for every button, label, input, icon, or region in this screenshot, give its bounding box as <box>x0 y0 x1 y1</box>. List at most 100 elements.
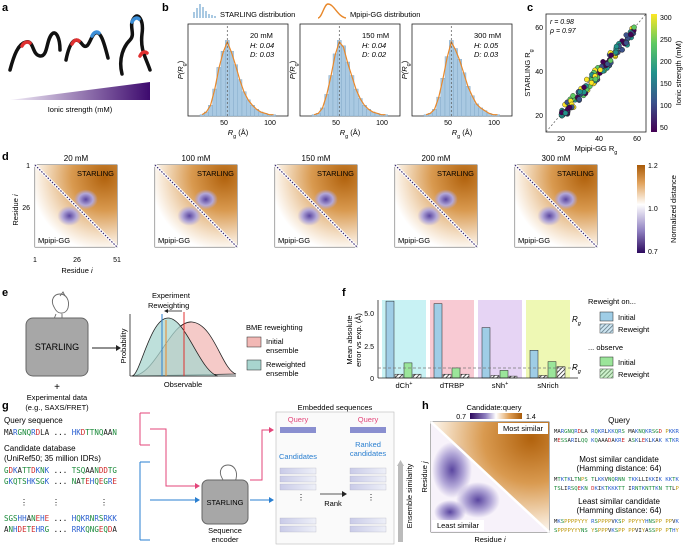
residue: N <box>581 528 584 534</box>
seq-gap: ... <box>49 466 72 475</box>
map-cool-region-2 <box>297 205 322 226</box>
residue: K <box>665 438 669 444</box>
residue: R <box>94 514 99 523</box>
hist-ylabel-sub: g <box>294 63 300 66</box>
residue: K <box>581 486 585 492</box>
map-title: 100 mM <box>182 154 211 163</box>
map-diagonal-dots <box>394 164 478 248</box>
residue: G <box>9 514 14 523</box>
h-map-diagonal <box>430 421 550 533</box>
candidate-embedding <box>279 483 317 491</box>
residue: P <box>601 528 605 534</box>
residue: A <box>90 466 95 475</box>
cand-dots: ⋮ <box>297 493 305 502</box>
residue: G <box>45 525 50 534</box>
residue: K <box>665 477 669 483</box>
d-cbar-1.0: 1.0 <box>648 206 658 213</box>
residue: K <box>601 477 605 483</box>
hist-xlabel: Rg (Å) <box>340 128 361 140</box>
residue: T <box>27 466 32 475</box>
residue: A <box>27 514 32 523</box>
map-mpipi-label: Mpipi-GG <box>158 236 190 245</box>
ionic-colorbar-title: Ionic strength (mM) <box>674 40 683 105</box>
map-diagonal-dots <box>274 164 358 248</box>
residue: E <box>45 514 50 523</box>
residue: I <box>574 438 577 444</box>
f-ytick-2.5: 2.5 <box>364 344 374 351</box>
hist-xlabel-r: R <box>228 128 234 137</box>
distance-colorbar-title: Normalized distance <box>669 175 678 243</box>
seq-gap: ... <box>49 428 72 437</box>
residue: Y <box>578 519 582 525</box>
hist-bar <box>220 51 226 117</box>
residue: R <box>108 477 113 486</box>
residue: K <box>652 438 656 444</box>
seq-segment: GDKATTDKNK <box>4 466 50 475</box>
residue: K <box>45 466 50 475</box>
c-ytick-40: 40 <box>535 69 543 76</box>
residue: P <box>564 528 568 534</box>
f-category-label: dCh+ <box>396 381 413 390</box>
sequence-row: SGSHHANEHE ... HQKRNRSRKK <box>4 514 117 523</box>
d-cbar-1.2: 1.2 <box>648 163 658 170</box>
f-legend-rg2: Rg <box>572 363 582 375</box>
c-xtick-60: 60 <box>633 136 641 143</box>
residue: P <box>665 519 669 525</box>
residue: P <box>581 477 585 483</box>
residue: D <box>591 486 595 492</box>
seq-segment-text: NATEHQEGRE <box>72 477 118 486</box>
distance-maps: 20 mM STARLING Mpipi-GG 100 mM STARLING Mpipi… <box>33 154 599 249</box>
residue: R <box>31 428 36 437</box>
f-bar <box>451 367 461 379</box>
bme-title: BME reweighting <box>246 323 303 332</box>
residue: K <box>642 486 646 492</box>
residue: K <box>672 438 676 444</box>
residue: A <box>18 466 23 475</box>
residue: K <box>672 429 676 435</box>
residue: Y <box>676 528 680 534</box>
h-sequences: MARGNQRDLA RQKRLKKQRS MAKNQKRSGD PKKRMES… <box>554 429 680 534</box>
residue: R <box>618 429 622 435</box>
residue: E <box>112 477 117 486</box>
residue: R <box>618 438 622 444</box>
map-mpipi-label: Mpipi-GG <box>398 236 430 245</box>
panel-g: g Query sequence MARGNQRDLA ... HKDTTNQA… <box>2 400 414 545</box>
residue: S <box>36 477 41 486</box>
residue: N <box>31 514 36 523</box>
residue: S <box>561 519 564 525</box>
residue: Q <box>574 486 578 492</box>
similarity-arrowhead <box>397 460 404 466</box>
residue: R <box>591 519 595 525</box>
residue: P <box>632 528 636 534</box>
candidate-embedding <box>279 467 317 475</box>
residue: G <box>655 429 659 435</box>
residue: G <box>94 525 99 534</box>
residue: H <box>72 514 77 523</box>
residue: N <box>72 477 77 486</box>
residue: M <box>554 438 558 444</box>
ionic-cbar-tick: 250 <box>660 37 672 44</box>
residue: G <box>18 428 23 437</box>
residue: L <box>40 428 45 437</box>
residue: P <box>564 519 568 525</box>
map-title: 300 mM <box>542 154 571 163</box>
legend-reweighted-2: ensemble <box>266 369 299 378</box>
residue: D <box>108 525 113 534</box>
residue: N <box>649 519 652 525</box>
residue: Q <box>611 477 615 483</box>
residue: K <box>611 528 615 534</box>
residue: S <box>564 438 567 444</box>
hist-H: H: 0.04 <box>362 41 386 50</box>
encoder-caption-2: encoder <box>211 535 239 544</box>
residue: N <box>584 486 587 492</box>
d-ytick-26: 26 <box>22 205 30 212</box>
residue: K <box>652 477 656 483</box>
hist-ylabel-p: P(R <box>176 66 185 80</box>
panel-f: f dCh+ dTRBP sNh+ sNrich 5.0 2.5 0 Mean abs… <box>342 287 650 390</box>
hist-bar <box>345 61 351 117</box>
f-legend-observe: ... observe <box>588 343 623 352</box>
residue: P <box>655 528 659 534</box>
residue: A <box>85 466 90 475</box>
residue: K <box>45 477 50 486</box>
